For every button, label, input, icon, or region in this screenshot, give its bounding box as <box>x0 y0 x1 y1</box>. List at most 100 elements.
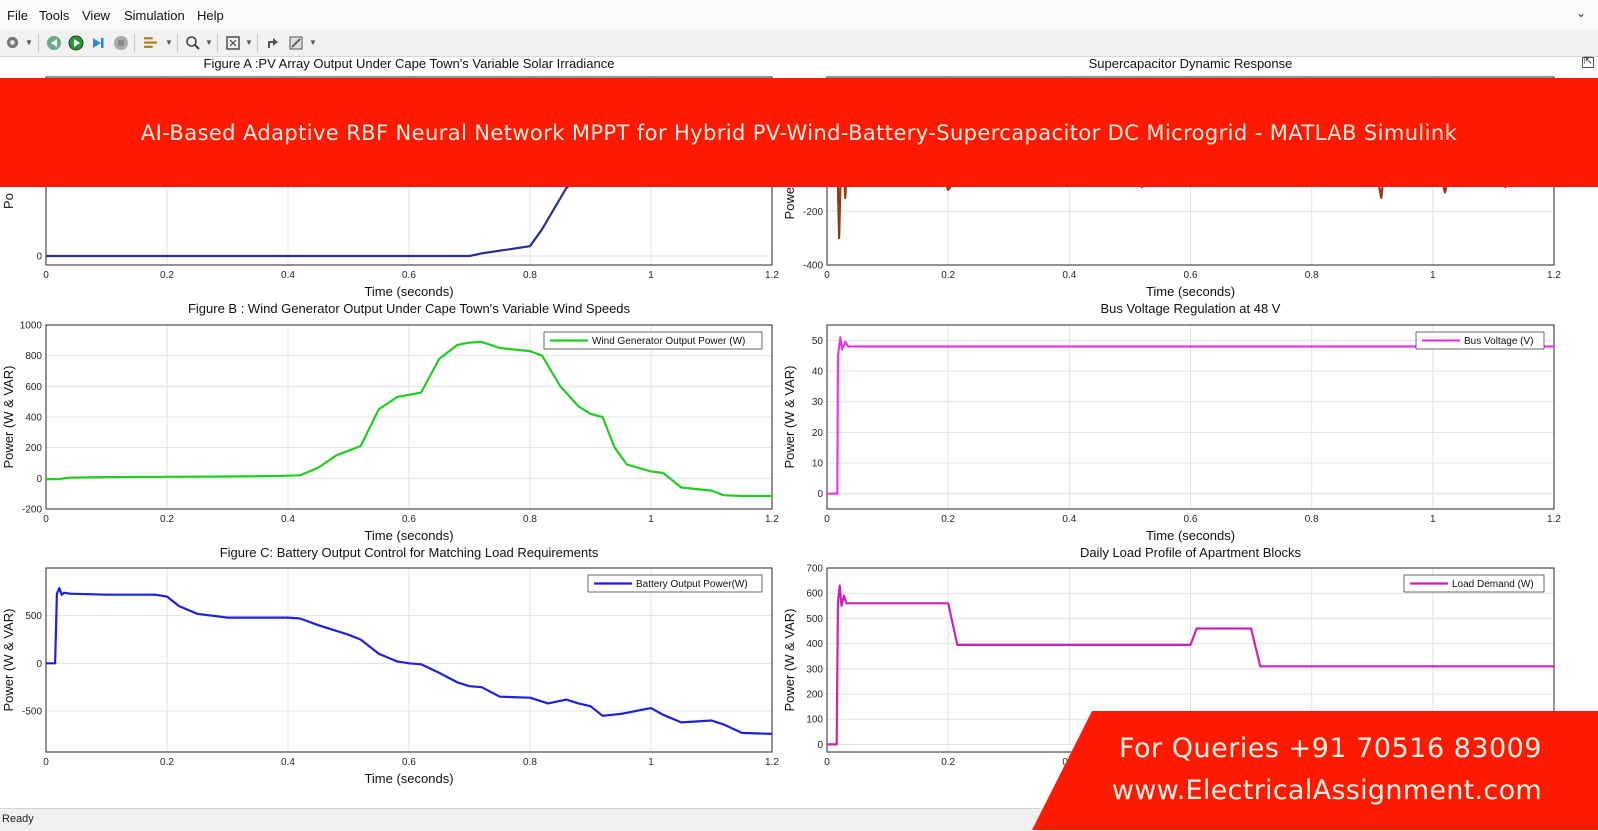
x-tick-label: 0.4 <box>281 270 295 281</box>
x-tick-label: 0 <box>824 514 830 525</box>
y-tick-label: -500 <box>22 707 42 718</box>
y-tick-label: 50 <box>812 336 824 347</box>
x-tick-label: 1.2 <box>1547 270 1561 281</box>
undock-icon[interactable]: ⇱ <box>1582 56 1594 68</box>
x-tick-label: 0.2 <box>941 270 955 281</box>
signal-select-icon[interactable] <box>141 33 160 52</box>
chart-panel: 0 0.2 0.4 0.6 0.8 1 1.2 0 10 20 30 40 50 Bus Voltage … <box>782 301 1561 543</box>
y-axis-label: Power (W & VAR) <box>1 608 16 711</box>
fit-to-view-icon[interactable] <box>223 33 242 52</box>
x-tick-label: 0.2 <box>941 757 955 768</box>
y-axis-label: Power (W & VAR) <box>782 365 797 468</box>
x-tick-label: 0 <box>43 514 49 525</box>
chart-title: Figure A :PV Array Output Under Cape Tow… <box>204 57 615 71</box>
x-tick-label: 1 <box>648 270 654 281</box>
y-tick-label: -200 <box>22 505 42 516</box>
y-tick-label: -400 <box>803 261 823 272</box>
y-tick-label: 30 <box>812 397 824 408</box>
x-tick-label: 0.8 <box>523 757 537 768</box>
plot-border <box>45 324 773 510</box>
toolbar-separator <box>38 34 39 52</box>
y-tick-label: 20 <box>812 428 824 439</box>
x-axis-label: Time (seconds) <box>364 528 453 543</box>
y-axis-label: Power (W & VAR) <box>782 608 797 711</box>
x-tick-label: 0.4 <box>1062 514 1076 525</box>
x-tick-label: 0.6 <box>402 757 416 768</box>
y-axis-label: Power <box>782 182 797 220</box>
menu-view[interactable]: View <box>82 8 110 23</box>
x-axis-label: Time (seconds) <box>364 771 453 786</box>
y-tick-label: 0 <box>817 489 823 500</box>
run-icon[interactable] <box>66 33 85 52</box>
toolbar: ▼ ▼ ▼ ▼ ▼ <box>0 29 1598 57</box>
chevron-down-icon[interactable]: ▼ <box>165 38 173 47</box>
x-tick-label: 0.2 <box>160 514 174 525</box>
y-tick-label: 800 <box>25 351 42 362</box>
y-tick-label: 0 <box>36 659 42 670</box>
menu-tools[interactable]: Tools <box>39 8 70 23</box>
x-tick-label: 0.6 <box>1184 270 1198 281</box>
legend-box <box>543 331 763 350</box>
stop-icon[interactable] <box>111 33 130 52</box>
chevron-down-icon[interactable]: ▼ <box>205 38 213 47</box>
menu-bar: File Tools View Simulation Help ⌄ <box>0 0 1598 29</box>
chart-panel: 0 0.2 0.4 0.6 0.8 1 1.2-20002004006008001000Fi… <box>1 301 779 543</box>
style-icon[interactable] <box>286 33 305 52</box>
menu-help[interactable]: Help <box>197 8 224 23</box>
y-tick-label: 400 <box>25 413 42 424</box>
menu-file[interactable]: File <box>7 8 28 23</box>
toolbar-separator <box>134 34 135 52</box>
step-forward-icon[interactable] <box>88 33 107 52</box>
x-tick-label: 0.2 <box>941 514 955 525</box>
series-line <box>46 586 772 735</box>
settings-icon[interactable] <box>3 33 22 52</box>
chart-title: Supercapacitor Dynamic Response <box>1089 57 1293 71</box>
triggers-icon[interactable] <box>263 33 282 52</box>
toolbar-separator <box>217 34 218 52</box>
x-tick-label: 0.4 <box>281 757 295 768</box>
x-tick-label: 1.2 <box>765 514 779 525</box>
y-tick-label: 0 <box>36 252 42 263</box>
contact-website: www.ElectricalAssignment.com <box>1111 775 1542 806</box>
x-tick-label: 1 <box>648 757 654 768</box>
y-axis-label: Po <box>1 193 16 209</box>
back-step-icon[interactable] <box>44 33 63 52</box>
x-tick-label: 1.2 <box>765 757 779 768</box>
minimize-icon[interactable]: ⌄ <box>1575 6 1586 20</box>
legend-box <box>1415 331 1545 350</box>
chevron-down-icon[interactable]: ▼ <box>245 38 253 47</box>
chevron-down-icon[interactable]: ▼ <box>25 38 33 47</box>
x-tick-label: 1.2 <box>1547 514 1561 525</box>
x-tick-label: 0.4 <box>1062 270 1076 281</box>
zoom-icon[interactable] <box>183 33 202 52</box>
x-tick-label: 0.8 <box>523 514 537 525</box>
y-tick-label: 700 <box>806 564 823 575</box>
y-tick-label: 500 <box>25 611 42 622</box>
y-tick-label: 0 <box>36 474 42 485</box>
y-tick-label: 1000 <box>20 321 43 332</box>
y-tick-label: -200 <box>803 207 823 218</box>
chart-panel: 0 0.2 0.4 0.6 0.8 1 1.2 -500 0 500 Figure C: Batte… <box>1 545 779 786</box>
x-tick-label: 0.6 <box>1184 514 1198 525</box>
legend-label: Wind Generator Output Power (W) <box>592 336 745 347</box>
x-tick-label: 1 <box>1430 514 1436 525</box>
legend-label: Bus Voltage (V) <box>1464 336 1533 347</box>
series-line <box>827 584 1554 746</box>
legend-label: Load Demand (W) <box>1452 579 1534 590</box>
status-text: Ready <box>2 813 34 825</box>
x-tick-label: 0 <box>43 270 49 281</box>
legend-box <box>1403 574 1545 593</box>
y-tick-label: 600 <box>25 382 42 393</box>
y-tick-label: 600 <box>806 589 823 600</box>
y-tick-label: 300 <box>806 664 823 675</box>
chart-title: Figure C: Battery Output Control for Mat… <box>220 545 599 560</box>
chevron-down-icon[interactable]: ▼ <box>309 38 317 47</box>
toolbar-separator <box>257 34 258 52</box>
plot-border <box>826 324 1555 510</box>
contact-banner: For Queries +91 70516 83009 www.Electric… <box>1032 711 1598 830</box>
x-tick-label: 0 <box>43 757 49 768</box>
menu-simulation[interactable]: Simulation <box>124 8 185 23</box>
x-tick-label: 0.8 <box>523 270 537 281</box>
y-axis-label: Power (W & VAR) <box>1 365 16 468</box>
contact-phone: For Queries +91 70516 83009 <box>1118 733 1542 764</box>
